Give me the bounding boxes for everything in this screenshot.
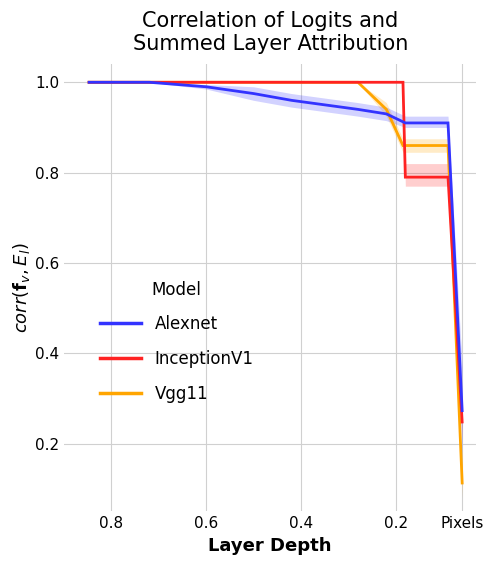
Vgg11 bbox=[203, 79, 209, 85]
Alexnet bbox=[203, 83, 209, 90]
Alexnet bbox=[250, 90, 256, 97]
InceptionV1 bbox=[203, 79, 209, 85]
InceptionV1 bbox=[402, 174, 408, 181]
Legend: Alexnet, InceptionV1, Vgg11: Alexnet, InceptionV1, Vgg11 bbox=[93, 274, 260, 409]
Vgg11 bbox=[414, 142, 420, 149]
Alexnet bbox=[417, 119, 423, 126]
Vgg11 bbox=[414, 142, 420, 149]
Alexnet bbox=[146, 79, 152, 85]
Line: InceptionV1: InceptionV1 bbox=[88, 82, 462, 423]
Vgg11 bbox=[383, 106, 389, 113]
InceptionV1 bbox=[405, 174, 411, 181]
InceptionV1 bbox=[383, 79, 389, 85]
Alexnet bbox=[322, 101, 328, 108]
Vgg11 bbox=[355, 79, 361, 85]
Alexnet bbox=[85, 79, 91, 85]
Line: Alexnet: Alexnet bbox=[88, 82, 462, 412]
InceptionV1 bbox=[322, 79, 328, 85]
InceptionV1 bbox=[400, 79, 406, 85]
Vgg11 bbox=[322, 79, 328, 85]
Alexnet bbox=[402, 119, 408, 126]
InceptionV1 bbox=[355, 79, 361, 85]
Vgg11 bbox=[250, 79, 256, 85]
Title: Correlation of Logits and
Summed Layer Attribution: Correlation of Logits and Summed Layer A… bbox=[132, 11, 408, 54]
X-axis label: Layer Depth: Layer Depth bbox=[208, 537, 332, 555]
Vgg11 bbox=[400, 142, 406, 149]
InceptionV1 bbox=[445, 174, 451, 181]
Alexnet bbox=[383, 110, 389, 117]
InceptionV1 bbox=[85, 79, 91, 85]
Line: Vgg11: Vgg11 bbox=[88, 82, 462, 484]
Vgg11 bbox=[445, 142, 451, 149]
Alexnet bbox=[445, 119, 451, 126]
Vgg11 bbox=[289, 79, 295, 85]
Alexnet bbox=[289, 97, 295, 104]
InceptionV1 bbox=[289, 79, 295, 85]
InceptionV1 bbox=[459, 420, 465, 427]
Vgg11 bbox=[146, 79, 152, 85]
InceptionV1 bbox=[146, 79, 152, 85]
Vgg11 bbox=[459, 481, 465, 488]
Vgg11 bbox=[85, 79, 91, 85]
Alexnet bbox=[431, 119, 437, 126]
Y-axis label: $corr(\mathbf{f}_v, E_l)$: $corr(\mathbf{f}_v, E_l)$ bbox=[11, 242, 32, 333]
Alexnet bbox=[459, 409, 465, 415]
InceptionV1 bbox=[250, 79, 256, 85]
Alexnet bbox=[355, 106, 361, 113]
